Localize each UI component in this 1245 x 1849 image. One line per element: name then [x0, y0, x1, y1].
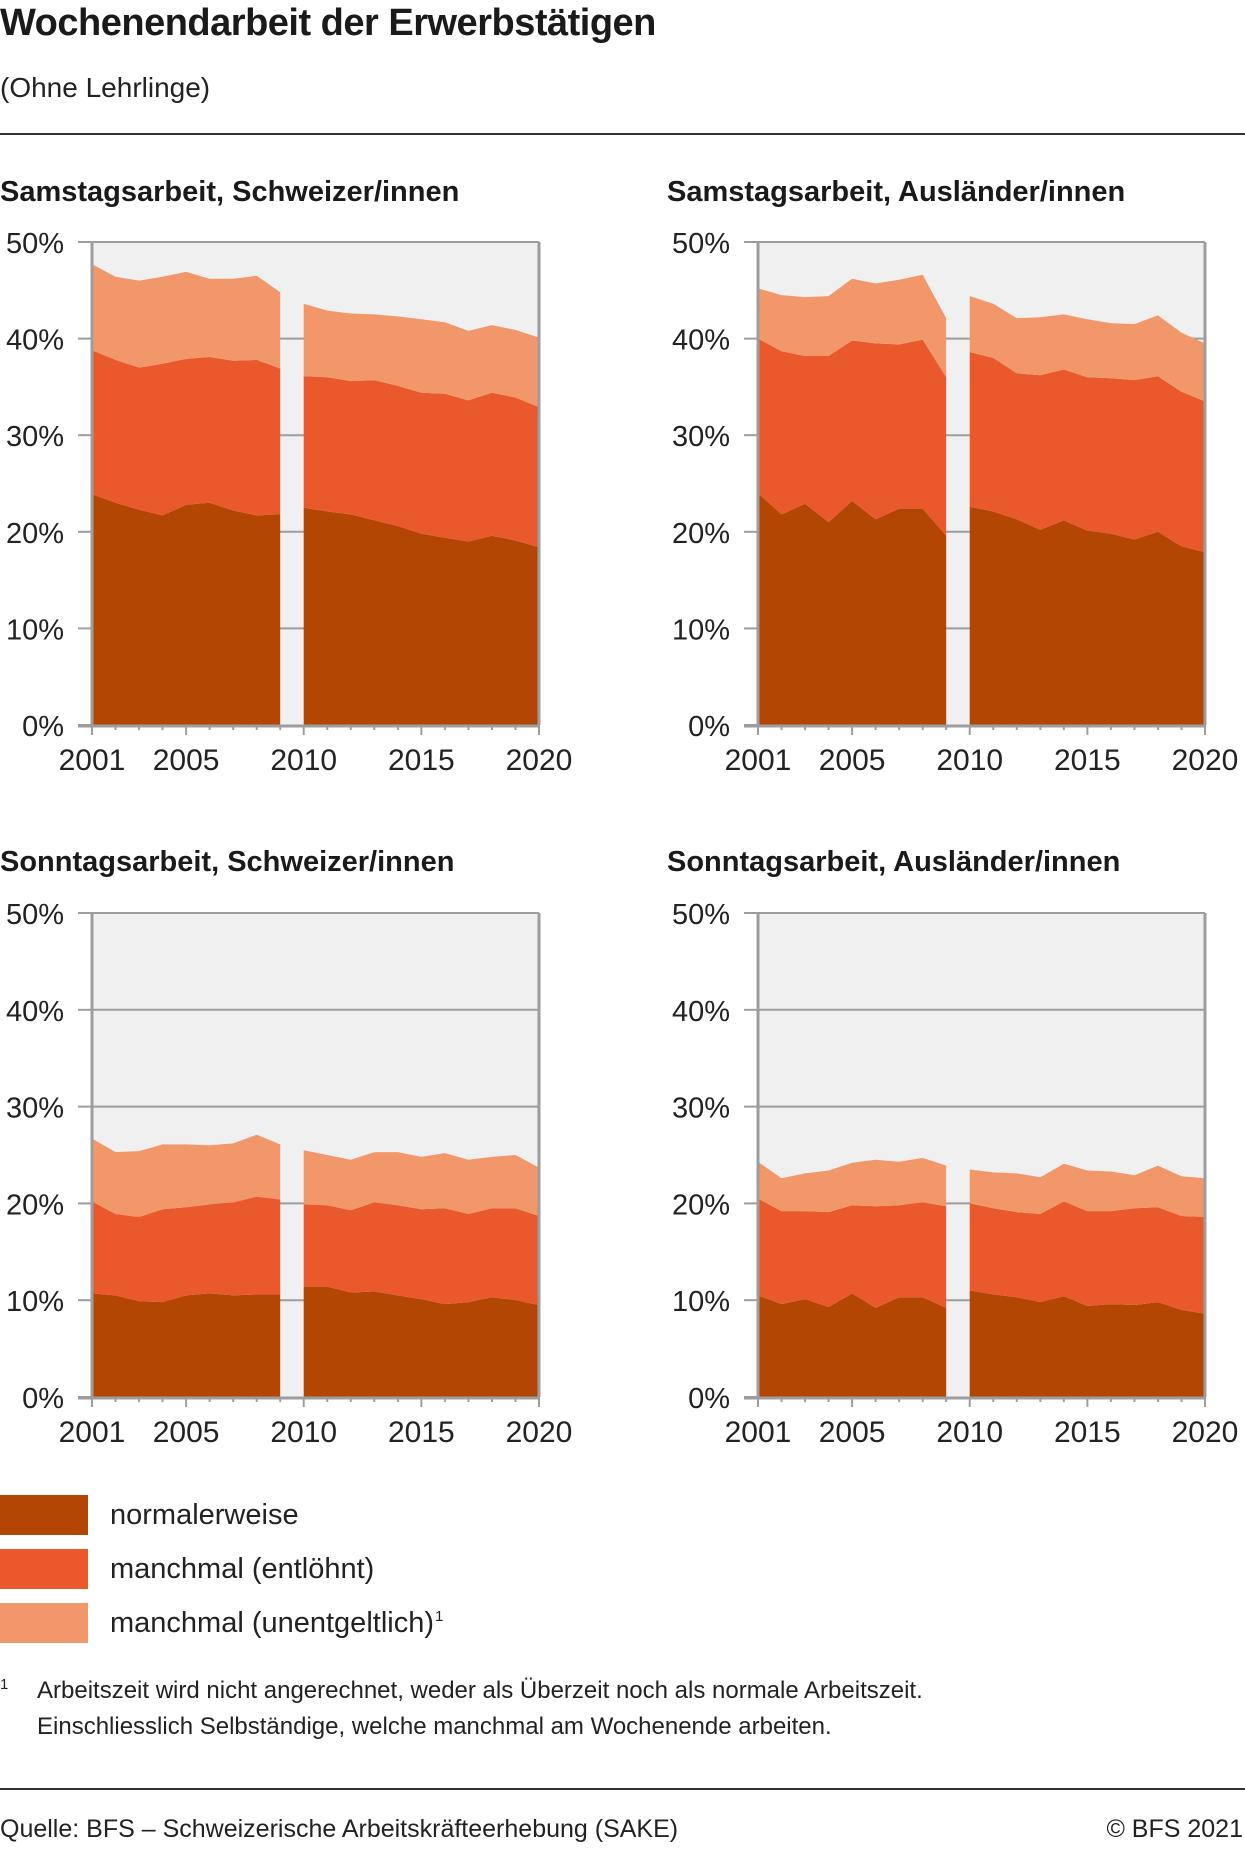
legend-swatch-manchmal-unentgeltlich: [0, 1603, 88, 1643]
bottom-divider: [0, 1788, 1245, 1790]
page-subtitle: (Ohne Lehrlinge): [0, 72, 211, 103]
x-tick-label-sunday-swiss: 2015: [388, 1416, 455, 1449]
x-tick-label-saturday-foreign: 2015: [1054, 744, 1121, 777]
footnote-reference: 1: [434, 1607, 444, 1625]
y-tick-label-saturday-swiss: 10%: [6, 614, 64, 646]
footnote-mark: 1: [0, 1676, 9, 1693]
area-manchmal-unentgeltlich-saturday-swiss-segment-2: [303, 303, 539, 408]
area-manchmal-unentgeltlich-saturday-foreign-segment-1: [758, 274, 947, 378]
area-manchmal-entloehnt-sunday-foreign-segment-2: [969, 1201, 1205, 1314]
area-normalerweise-saturday-foreign-segment-2: [969, 506, 1205, 725]
panel-title-saturday-foreign: Samstagsarbeit, Ausländer/innen: [667, 176, 1126, 208]
x-tick-label-sunday-foreign: 2015: [1054, 1416, 1121, 1449]
x-tick-label-sunday-swiss: 2001: [59, 1416, 126, 1449]
legend-label-manchmal-entloehnt: manchmal (entlöhnt): [110, 1552, 375, 1585]
page-title: Wochenendarbeit der Erwerbstätigen: [0, 2, 656, 44]
x-tick-label-saturday-swiss: 2005: [153, 744, 220, 777]
y-tick-label-saturday-foreign: 40%: [672, 325, 730, 357]
x-tick-label-saturday-swiss: 2010: [270, 744, 337, 777]
area-normalerweise-sunday-swiss-segment-1: [92, 1293, 281, 1397]
charts-canvas: 0% 10% 20% 30% 40% 50% 2001 2005 2010 2015 2020 0% 1…: [6, 228, 1239, 1449]
area-manchmal-unentgeltlich-sunday-swiss-segment-2: [303, 1150, 539, 1216]
area-manchmal-unentgeltlich-sunday-foreign-segment-1: [758, 1157, 947, 1213]
y-tick-label-saturday-foreign: 0%: [688, 711, 730, 743]
footnote-line-2: Einschliesslich Selbständige, welche man…: [37, 1713, 832, 1740]
area-manchmal-unentgeltlich-sunday-foreign-segment-2: [969, 1163, 1205, 1217]
area-normalerweise-saturday-foreign-segment-1: [758, 493, 947, 725]
legend-label-normalerweise: normalerweise: [110, 1498, 299, 1531]
area-normalerweise-sunday-swiss-segment-2: [303, 1286, 539, 1397]
y-tick-label-saturday-foreign: 50%: [672, 228, 730, 260]
area-manchmal-entloehnt-saturday-swiss-segment-2: [303, 376, 539, 548]
area-normalerweise-saturday-swiss-segment-1: [92, 494, 281, 725]
x-tick-label-saturday-foreign: 2001: [725, 744, 792, 777]
y-tick-label-sunday-foreign: 0%: [688, 1383, 730, 1415]
area-normalerweise-saturday-swiss-segment-2: [303, 507, 539, 725]
legend: normalerweise manchmal (entlöhnt) manchm…: [0, 1488, 443, 1650]
y-tick-label-saturday-foreign: 30%: [672, 421, 730, 453]
x-tick-label-saturday-swiss: 2020: [506, 744, 573, 777]
panel-title-sunday-swiss: Sonntagsarbeit, Schweizer/innen: [0, 846, 455, 878]
footnote-text: Arbeitszeit wird nicht angerechnet, wede…: [37, 1673, 1187, 1745]
y-tick-label-sunday-swiss: 50%: [6, 899, 64, 931]
area-manchmal-unentgeltlich-sunday-swiss-segment-1: [92, 1134, 281, 1217]
y-tick-label-sunday-swiss: 0%: [22, 1383, 64, 1415]
x-tick-label-saturday-swiss: 2001: [59, 744, 126, 777]
panel-title-sunday-foreign: Sonntagsarbeit, Ausländer/innen: [667, 846, 1121, 878]
legend-item-manchmal-unentgeltlich: manchmal (unentgeltlich)1: [0, 1596, 443, 1650]
y-tick-label-sunday-swiss: 20%: [6, 1189, 64, 1221]
legend-label-text: manchmal (unentgeltlich): [110, 1606, 434, 1639]
y-tick-label-sunday-swiss: 30%: [6, 1093, 64, 1125]
y-tick-label-sunday-foreign: 40%: [672, 996, 730, 1028]
y-tick-label-sunday-foreign: 20%: [672, 1189, 730, 1221]
x-tick-label-sunday-foreign: 2005: [819, 1416, 886, 1449]
x-tick-label-sunday-swiss: 2005: [153, 1416, 220, 1449]
x-tick-label-sunday-foreign: 2010: [936, 1416, 1003, 1449]
x-tick-label-sunday-foreign: 2020: [1172, 1416, 1239, 1449]
area-manchmal-unentgeltlich-saturday-swiss-segment-1: [92, 264, 281, 369]
x-tick-label-sunday-foreign: 2001: [725, 1416, 792, 1449]
panel-title-saturday-swiss: Samstagsarbeit, Schweizer/innen: [0, 176, 460, 208]
legend-swatch-manchmal-entloehnt: [0, 1549, 88, 1589]
footnote-line-1: Arbeitszeit wird nicht angerechnet, wede…: [37, 1677, 923, 1704]
y-tick-label-saturday-swiss: 50%: [6, 228, 64, 260]
area-manchmal-entloehnt-saturday-swiss-segment-1: [92, 350, 281, 516]
y-tick-label-saturday-swiss: 40%: [6, 325, 64, 357]
y-tick-label-sunday-swiss: 40%: [6, 996, 64, 1028]
y-tick-label-sunday-swiss: 10%: [6, 1286, 64, 1318]
copyright: © BFS 2021: [1106, 1815, 1243, 1843]
y-tick-label-saturday-foreign: 10%: [672, 614, 730, 646]
x-tick-label-sunday-swiss: 2020: [506, 1416, 573, 1449]
x-tick-label-saturday-foreign: 2005: [819, 744, 886, 777]
footnote: 1 Arbeitszeit wird nicht angerechnet, we…: [0, 1673, 1187, 1745]
x-tick-label-saturday-foreign: 2020: [1172, 744, 1239, 777]
area-normalerweise-sunday-foreign-segment-2: [969, 1290, 1205, 1397]
legend-item-normalerweise: normalerweise: [0, 1488, 443, 1542]
area-manchmal-entloehnt-saturday-foreign-segment-2: [969, 352, 1205, 553]
y-tick-label-sunday-foreign: 30%: [672, 1093, 730, 1125]
area-manchmal-entloehnt-saturday-foreign-segment-1: [758, 338, 947, 536]
x-tick-label-saturday-foreign: 2010: [936, 744, 1003, 777]
area-manchmal-entloehnt-sunday-swiss-segment-2: [303, 1202, 539, 1305]
area-manchmal-entloehnt-sunday-swiss-segment-1: [92, 1196, 281, 1303]
y-tick-label-sunday-foreign: 10%: [672, 1286, 730, 1318]
legend-label-manchmal-unentgeltlich: manchmal (unentgeltlich)1: [110, 1607, 443, 1640]
y-tick-label-saturday-foreign: 20%: [672, 518, 730, 550]
y-tick-label-saturday-swiss: 20%: [6, 518, 64, 550]
x-tick-label-sunday-swiss: 2010: [270, 1416, 337, 1449]
y-tick-label-saturday-swiss: 30%: [6, 421, 64, 453]
y-tick-label-saturday-swiss: 0%: [22, 711, 64, 743]
area-manchmal-entloehnt-sunday-foreign-segment-1: [758, 1198, 947, 1308]
source-note: Quelle: BFS – Schweizerische Arbeitskräf…: [0, 1815, 679, 1843]
top-divider: [0, 133, 1245, 135]
legend-item-manchmal-entloehnt: manchmal (entlöhnt): [0, 1542, 443, 1596]
legend-swatch-normalerweise: [0, 1495, 88, 1535]
area-manchmal-unentgeltlich-saturday-foreign-segment-2: [969, 296, 1205, 402]
area-normalerweise-sunday-foreign-segment-1: [758, 1293, 947, 1397]
y-tick-label-sunday-foreign: 50%: [672, 899, 730, 931]
x-tick-label-saturday-swiss: 2015: [388, 744, 455, 777]
